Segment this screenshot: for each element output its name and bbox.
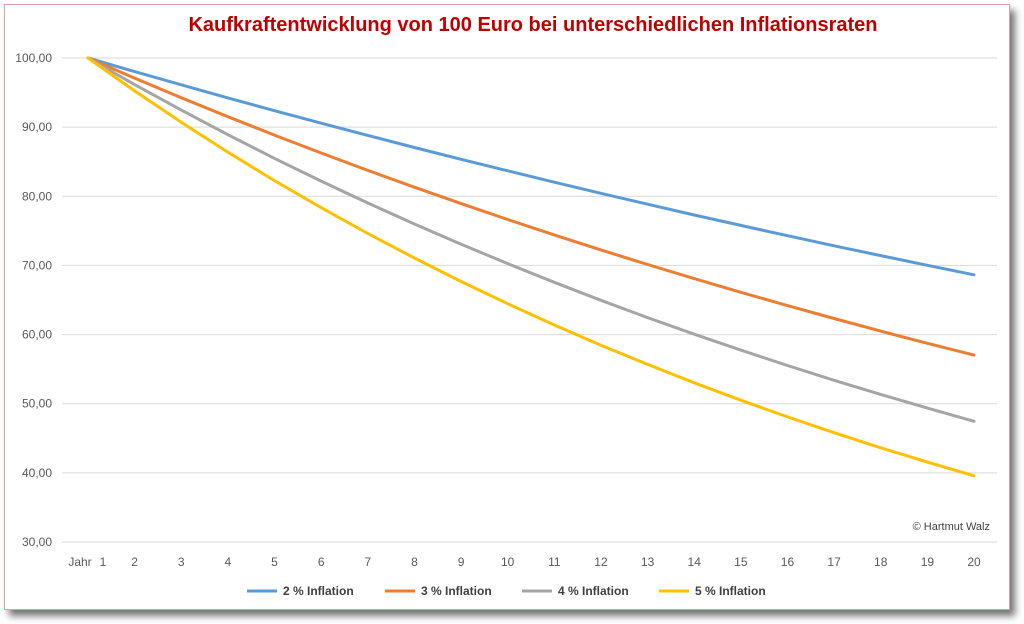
legend: 2 % Inflation 3 % Inflation 4 % Inflation 5… bbox=[247, 584, 766, 598]
x-tick-label: 10 bbox=[501, 555, 515, 569]
y-tick-label: 30,00 bbox=[22, 535, 52, 549]
y-tick-label: 90,00 bbox=[22, 120, 52, 134]
grid-lines bbox=[62, 57, 997, 543]
y-axis-ticks: 30,00 40,00 50,00 60,00 70,00 80,00 90,00 100,0… bbox=[15, 51, 52, 549]
x-tick-label: 15 bbox=[734, 555, 748, 569]
y-tick-label: 60,00 bbox=[22, 328, 52, 342]
x-tick-label: 2 bbox=[131, 555, 138, 569]
series-line-1 bbox=[86, 56, 976, 277]
x-tick-label: 20 bbox=[967, 555, 981, 569]
y-tick-label: 100,00 bbox=[15, 51, 52, 65]
x-tick-label: 14 bbox=[688, 555, 702, 569]
legend-label: 3 % Inflation bbox=[421, 584, 492, 598]
series-line-2 bbox=[86, 56, 976, 357]
x-tick-label: 1 bbox=[100, 555, 107, 569]
x-tick-label: 3 bbox=[178, 555, 185, 569]
copyright-annotation: © Hartmut Walz bbox=[913, 521, 990, 533]
series-lines bbox=[86, 56, 976, 478]
legend-label: 2 % Inflation bbox=[283, 584, 354, 598]
legend-label: 5 % Inflation bbox=[695, 584, 766, 598]
x-tick-label: 17 bbox=[827, 555, 841, 569]
series-line-4 bbox=[86, 56, 976, 478]
x-tick-label: 18 bbox=[874, 555, 888, 569]
x-tick-label: 5 bbox=[271, 555, 278, 569]
x-tick-label: 19 bbox=[921, 555, 935, 569]
chart-title: Kaufkraftentwicklung von 100 Euro bei un… bbox=[188, 14, 877, 36]
y-tick-label: 50,00 bbox=[22, 397, 52, 411]
x-tick-label: 12 bbox=[594, 555, 608, 569]
x-tick-label: 11 bbox=[548, 555, 561, 569]
series-line-3 bbox=[86, 56, 976, 423]
x-tick-label: 16 bbox=[781, 555, 795, 569]
x-tick-label: 6 bbox=[318, 555, 325, 569]
x-axis-ticks: Jahr 1 2 3 4 5 6 7 8 9 10 11 12 13 14 15 16 17 18 19 20 bbox=[68, 555, 981, 569]
x-tick-label: 4 bbox=[225, 555, 232, 569]
x-tick-label: 13 bbox=[641, 555, 655, 569]
x-tick-label: 7 bbox=[364, 555, 371, 569]
x-axis-first-label: Jahr bbox=[68, 555, 91, 569]
y-tick-label: 80,00 bbox=[22, 189, 52, 203]
y-tick-label: 40,00 bbox=[22, 466, 52, 480]
y-tick-label: 70,00 bbox=[22, 258, 52, 272]
x-tick-label: 8 bbox=[411, 555, 418, 569]
legend-label: 4 % Inflation bbox=[558, 584, 629, 598]
x-tick-label: 9 bbox=[458, 555, 465, 569]
